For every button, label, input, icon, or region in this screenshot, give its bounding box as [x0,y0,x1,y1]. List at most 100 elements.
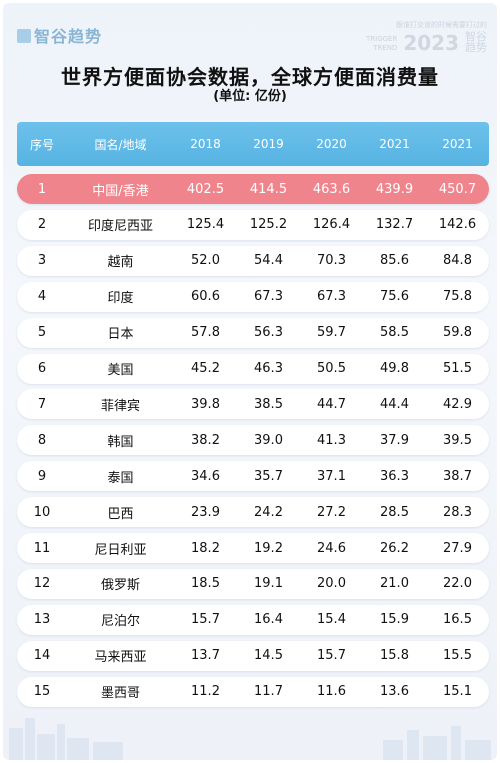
value-cell: 439.9 [375,181,414,197]
table-row: 11 尼日利亚 18.2 19.2 24.6 26.2 27.9 [17,533,489,563]
value-cell: 463.6 [312,181,351,197]
country-cell: 越南 [107,255,134,271]
value-cell: 39.8 [191,396,220,412]
value-cell: 39.5 [443,432,472,448]
table-row: 7 菲律宾 39.8 38.5 44.7 44.4 42.9 [17,389,489,420]
watermark-year: 2023 [403,31,459,55]
table-row: 13 尼泊尔 15.7 16.4 15.4 15.9 16.5 [17,604,489,635]
value-cell: 22.0 [443,576,472,592]
value-cell: 52.0 [191,253,220,269]
value-cell: 75.8 [443,289,472,305]
value-cell: 450.7 [438,181,477,197]
table-row: 15 墨西哥 11.2 11.7 11.6 13.6 15.1 [17,676,489,707]
value-cell: 51.5 [443,361,472,376]
rank-cell: 3 [37,253,47,269]
watermark-tagline: 跟谁打交道的时候需要打过的 [396,21,487,29]
value-cell: 35.7 [254,468,283,484]
value-cell: 46.3 [254,361,283,376]
value-cell: 59.8 [443,325,472,341]
value-cell: 21.0 [380,576,409,592]
value-cell: 70.3 [317,253,346,269]
value-cell: 13.6 [380,684,409,700]
value-cell: 15.4 [317,612,346,628]
value-cell: 42.9 [443,396,472,412]
value-cell: 11.6 [317,684,346,700]
city-skyline-decoration [9,718,491,760]
value-cell: 15.5 [443,648,472,664]
value-cell: 13.7 [191,648,220,664]
value-cell: 402.5 [186,181,225,197]
watermark: 跟谁打交道的时候需要打过的 TRIGGER TREND 2023 智谷 趋势 [327,21,487,57]
header-cell: 2021 [442,137,473,151]
table-row: 2 印度尼西亚 125.4 125.2 126.4 132.7 142.6 [17,209,489,240]
country-cell: 印度 [107,291,134,307]
value-cell: 75.6 [380,289,409,305]
table-row: 1 中国/香港 402.5 414.5 463.6 439.9 450.7 [17,174,489,204]
value-cell: 125.2 [249,217,288,233]
value-cell: 15.1 [443,684,472,700]
table-row: 9 泰国 34.6 35.7 37.1 36.3 38.7 [17,461,489,492]
country-cell: 韩国 [107,434,134,450]
rank-cell: 5 [37,325,47,341]
country-cell: 俄罗斯 [100,578,140,594]
value-cell: 15.9 [380,612,409,628]
header-cell: 国名/地域 [94,137,147,152]
watermark-row: TRIGGER TREND 2023 智谷 趋势 [366,31,487,53]
rank-cell: 6 [37,361,47,376]
header-cell: 2019 [253,137,284,151]
table-row: 3 越南 52.0 54.4 70.3 85.6 84.8 [17,245,489,276]
country-cell: 中国/香港 [92,183,149,199]
value-cell: 18.5 [191,576,220,592]
value-cell: 59.7 [317,325,346,341]
table-row: 5 日本 57.8 56.3 59.7 58.5 59.8 [17,317,489,348]
value-cell: 27.9 [443,540,472,556]
table-row: 12 俄罗斯 18.5 19.1 20.0 21.0 22.0 [17,568,489,599]
value-cell: 24.6 [317,540,346,556]
value-cell: 54.4 [254,253,283,269]
value-cell: 84.8 [443,253,472,269]
table-row: 14 马来西亚 13.7 14.5 15.7 15.8 15.5 [17,640,489,671]
value-cell: 142.6 [438,217,477,233]
watermark-name: 智谷 趋势 [465,31,487,53]
value-cell: 38.7 [443,468,472,484]
country-cell: 尼日利亚 [94,542,147,558]
watermark-trend: TREND [373,44,398,52]
value-cell: 36.3 [380,468,409,484]
country-cell: 美国 [107,363,134,378]
country-cell: 菲律宾 [100,398,140,414]
rank-cell: 11 [33,540,51,556]
value-cell: 14.5 [254,648,283,664]
page-title: 世界方便面协会数据，全球方便面消费量 [61,65,439,89]
watermark-trigger: TRIGGER [365,35,398,43]
rank-cell: 10 [33,504,51,520]
rank-cell: 15 [33,684,51,700]
table-row: 10 巴西 23.9 24.2 27.2 28.5 28.3 [17,497,489,528]
rank-cell: 12 [33,576,51,592]
value-cell: 19.1 [254,576,283,592]
rank-cell: 9 [37,468,47,484]
value-cell: 60.6 [191,289,220,305]
brand-mark-icon [17,29,31,43]
value-cell: 49.8 [380,361,409,376]
value-cell: 11.7 [254,684,283,700]
value-cell: 41.3 [317,432,346,448]
rank-cell: 13 [33,612,51,628]
value-cell: 34.6 [191,468,220,484]
value-cell: 16.4 [254,612,283,628]
value-cell: 15.7 [317,648,346,664]
value-cell: 26.2 [380,540,409,556]
country-cell: 泰国 [107,470,134,486]
value-cell: 27.2 [317,504,346,520]
rank-cell: 2 [37,217,47,233]
country-cell: 巴西 [107,506,134,522]
header-cell: 2021 [379,137,410,151]
value-cell: 57.8 [191,325,220,341]
value-cell: 19.2 [254,540,283,556]
header-cell: 序号 [29,137,54,152]
value-cell: 67.3 [254,289,283,305]
country-cell: 日本 [107,327,134,343]
table-row: 8 韩国 38.2 39.0 41.3 37.9 39.5 [17,425,489,456]
table-row: 6 美国 45.2 46.3 50.5 49.8 51.5 [17,353,489,384]
watermark-trigger-trend: TRIGGER TREND [366,35,397,53]
value-cell: 126.4 [312,217,351,233]
